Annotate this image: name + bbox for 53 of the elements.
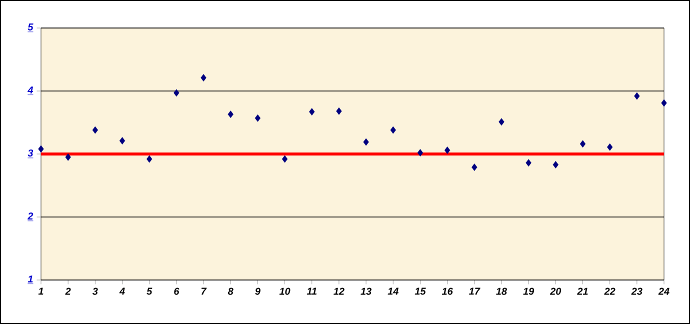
point [65, 153, 71, 161]
x-tick-label: 18 [496, 288, 508, 295]
point [552, 161, 558, 168]
x-tick-label: 6 [174, 288, 180, 295]
point [417, 149, 424, 156]
x-tick-label: 1 [38, 288, 44, 295]
point [661, 99, 667, 107]
point [254, 114, 261, 122]
point [472, 164, 478, 171]
x-tick-label: 23 [631, 288, 642, 295]
x-tick-label: 3 [92, 288, 98, 295]
x-tick-label: 2 [65, 288, 71, 295]
point [309, 108, 315, 116]
x-tick-label: 10 [279, 288, 290, 295]
point [390, 126, 396, 134]
x-tick-label: 21 [577, 288, 588, 295]
y-tick-label: 5 [28, 24, 34, 30]
point [336, 107, 342, 115]
x-tick-label: 22 [604, 288, 616, 295]
point [119, 137, 126, 144]
x-tick-label: 19 [523, 288, 534, 295]
x-tick-label: 13 [360, 288, 372, 295]
x-tick-label: 7 [201, 288, 207, 295]
point [38, 145, 44, 153]
x-tick-label: 24 [658, 288, 670, 295]
point [498, 118, 504, 126]
x-tick-label: 16 [442, 288, 453, 295]
y-tick-label: 3 [28, 149, 34, 157]
y-tick-label: 2 [28, 212, 34, 220]
x-tick-label: 14 [388, 288, 399, 295]
point [634, 92, 640, 100]
point [526, 159, 532, 167]
point [146, 155, 152, 163]
x-tick-label: 5 [146, 288, 152, 295]
x-tick-label: 4 [119, 288, 125, 295]
x-tick-label: 20 [550, 288, 562, 295]
point [363, 138, 369, 146]
x-tick-label: 12 [334, 288, 344, 295]
point [282, 155, 288, 163]
x-tick-label: 17 [469, 288, 480, 295]
x-tick-label: 11 [306, 288, 317, 295]
x-tick-label: 15 [414, 288, 426, 295]
y-tick-label: 1 [28, 276, 33, 282]
point [92, 126, 98, 134]
point [200, 74, 206, 82]
point [174, 89, 180, 97]
point [228, 110, 234, 118]
point [580, 140, 586, 148]
y-tick-label: 4 [28, 86, 34, 94]
x-tick-label: 9 [255, 288, 260, 295]
point [607, 143, 613, 151]
x-tick-label: 8 [228, 288, 234, 295]
point [444, 146, 450, 154]
